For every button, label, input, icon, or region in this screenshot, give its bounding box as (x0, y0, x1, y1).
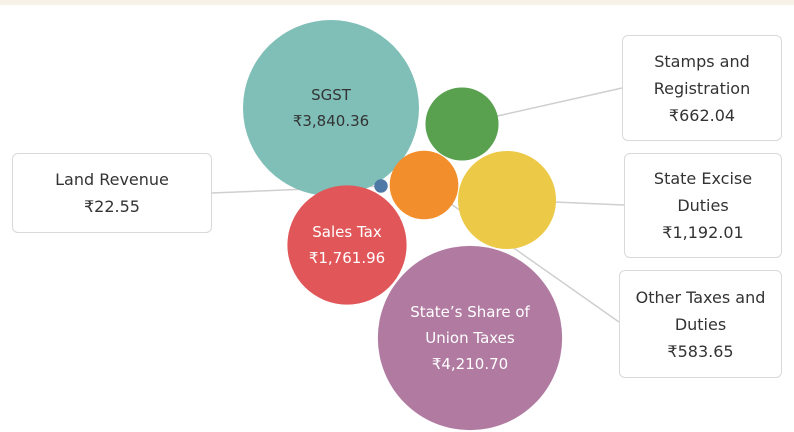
bubble (287, 185, 407, 305)
value-label: ₹3,840.36 (292, 112, 370, 130)
value-label: ₹1,192.01 (662, 223, 744, 242)
callout-box: Other Taxes and Duties ₹583.65 (619, 270, 782, 378)
callout-box: Land Revenue ₹22.55 (12, 153, 212, 233)
bubble (243, 20, 419, 196)
category-label: Stamps and Registration (653, 51, 751, 98)
category-label: State’s Share of Union Taxes (410, 303, 530, 347)
category-label: State Excise Duties (653, 169, 753, 215)
bubble (377, 245, 563, 431)
value-label: ₹662.04 (668, 105, 736, 125)
bubble-label: State’s Share of Union Taxes ₹4,210.70 (395, 288, 545, 388)
callout-box: Stamps and Registration ₹662.04 (622, 35, 782, 141)
bubble-label: SGST ₹3,840.36 (256, 58, 406, 158)
category-label: Sales Tax (312, 223, 382, 241)
bubble (425, 87, 499, 161)
category-label: Other Taxes and Duties (635, 287, 766, 334)
bubble-label: Sales Tax ₹1,761.96 (292, 195, 402, 295)
bubble (374, 179, 388, 193)
value-label: ₹4,210.70 (431, 355, 509, 373)
bubble (389, 150, 459, 220)
value-label: ₹1,761.96 (308, 249, 386, 267)
top-band (0, 0, 794, 5)
callout-box: State Excise Duties ₹1,192.01 (624, 153, 782, 258)
value-label: ₹22.55 (84, 197, 140, 216)
category-label: Land Revenue (55, 170, 169, 189)
value-label: ₹583.65 (667, 341, 734, 361)
category-label: SGST (311, 86, 351, 104)
leader-line (423, 184, 620, 323)
bubble (457, 150, 557, 250)
